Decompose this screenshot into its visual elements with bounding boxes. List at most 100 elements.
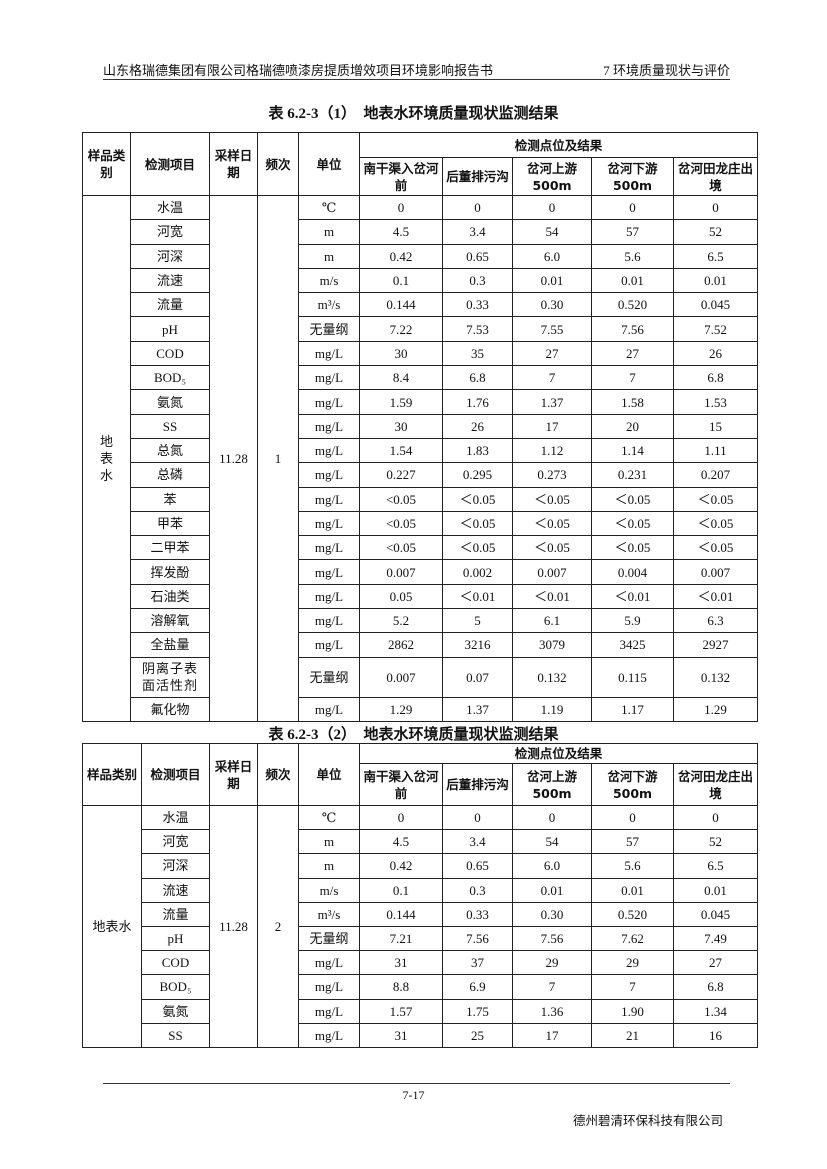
value-cell: 7.55 xyxy=(512,316,592,342)
value-cell: 21 xyxy=(591,1022,674,1048)
value-cell: 2862 xyxy=(359,632,443,658)
value-cell: 0 xyxy=(359,194,443,221)
value-cell: 6.9 xyxy=(442,974,513,1000)
value-cell: 26 xyxy=(442,413,513,439)
value-cell: 0.33 xyxy=(442,901,513,927)
item-cell: 总磷 xyxy=(130,462,210,488)
value-cell: 31 xyxy=(359,950,443,976)
unit-cell: mg/L xyxy=(298,632,360,658)
unit-cell: mg/L xyxy=(298,340,360,367)
value-cell: 35 xyxy=(442,340,513,367)
value-cell: 0.33 xyxy=(442,292,513,318)
value-cell: 7 xyxy=(591,974,674,1000)
monitoring-table-2: 样品类别 检测项目 采样日期 频次 单位 检测点位及结果 南干渠入岔河前 后董排污沟 岔河上游5… xyxy=(82,743,758,1048)
value-cell: 0.004 xyxy=(591,559,674,585)
unit-cell: mg/L xyxy=(298,608,360,634)
frequency-cell: 1 xyxy=(257,195,299,722)
table-row: 氟化物 mg/L 1.29 1.37 1.19 1.17 1.29 xyxy=(83,696,758,722)
unit-cell: mg/L xyxy=(298,462,360,488)
table-row: 溶解氧 mg/L 5.2 5 6.1 5.9 6.3 xyxy=(83,608,758,634)
table-row: 总磷 mg/L 0.227 0.295 0.273 0.231 0.207 xyxy=(83,462,758,488)
value-cell: 3.4 xyxy=(442,219,513,245)
unit-cell: m³/s xyxy=(298,901,360,927)
value-cell: 1.57 xyxy=(359,998,443,1024)
header-site: 岔河下游500m xyxy=(591,763,674,806)
value-cell: 0.42 xyxy=(359,243,443,269)
header-chapter: 7 环境质量现状与评价 xyxy=(603,63,730,78)
header-sample-type: 样品类别 xyxy=(82,132,131,196)
value-cell: 0.007 xyxy=(673,559,758,585)
value-cell: ＜0.05 xyxy=(673,486,758,512)
value-cell: 0.42 xyxy=(359,853,443,879)
item-cell: BOD₅ xyxy=(141,974,210,1000)
header-site: 南干渠入岔河前 xyxy=(359,157,443,196)
value-cell: 7.56 xyxy=(512,925,592,952)
unit-cell: mg/L xyxy=(298,1022,360,1048)
value-cell: 52 xyxy=(673,829,758,855)
value-cell: ＜0.05 xyxy=(591,510,674,537)
value-cell: 5 xyxy=(442,608,513,634)
value-cell: ＜0.01 xyxy=(591,583,674,610)
table-row: 流速 m/s 0.1 0.3 0.01 0.01 0.01 xyxy=(83,877,758,903)
item-cell: 阴离子表面活性剂 xyxy=(130,656,210,698)
value-cell: 27 xyxy=(673,950,758,976)
value-cell: 0.144 xyxy=(359,292,443,318)
value-cell: 2927 xyxy=(673,632,758,658)
value-cell: ＜0.05 xyxy=(591,535,674,561)
value-cell: 0.01 xyxy=(512,267,592,294)
table-row: 氨氮 mg/L 1.59 1.76 1.37 1.58 1.53 xyxy=(83,389,758,415)
value-cell: 0 xyxy=(512,804,592,831)
header-site: 后董排污沟 xyxy=(442,157,513,196)
value-cell: 7.56 xyxy=(442,925,513,952)
value-cell: 0.002 xyxy=(442,559,513,585)
value-cell: 0 xyxy=(442,194,513,221)
value-cell: 1.12 xyxy=(512,437,592,464)
value-cell: 1.19 xyxy=(512,696,592,722)
value-cell: ˂0.05 xyxy=(359,510,443,537)
value-cell: 0.007 xyxy=(512,559,592,585)
unit-cell: mg/L xyxy=(298,535,360,561)
value-cell: ＜0.05 xyxy=(442,486,513,512)
unit-cell: mg/L xyxy=(298,696,360,722)
value-cell: 5.9 xyxy=(591,608,674,634)
item-cell: 流量 xyxy=(141,901,210,927)
sample-type-cell: 地表水 xyxy=(82,805,142,1048)
value-cell: ＜0.01 xyxy=(512,583,592,610)
table-row: BOD₅ mg/L 8.4 6.8 7 7 6.8 xyxy=(83,365,758,391)
item-cell: 苯 xyxy=(130,486,210,512)
value-cell: 54 xyxy=(512,219,592,245)
value-cell: ＜0.05 xyxy=(673,535,758,561)
value-cell: 1.17 xyxy=(591,696,674,722)
item-cell: COD xyxy=(130,340,210,367)
value-cell: 0.65 xyxy=(442,853,513,879)
unit-cell: m xyxy=(298,243,360,269)
value-cell: 1.54 xyxy=(359,437,443,464)
item-cell: 河深 xyxy=(141,853,210,879)
unit-cell: mg/L xyxy=(298,365,360,391)
unit-cell: ℃ xyxy=(298,804,360,831)
header-unit: 单位 xyxy=(298,132,360,196)
item-cell: 挥发酚 xyxy=(130,559,210,585)
value-cell: 0.520 xyxy=(591,901,674,927)
unit-cell: mg/L xyxy=(298,413,360,439)
unit-cell: mg/L xyxy=(298,998,360,1024)
value-cell: 57 xyxy=(591,219,674,245)
unit-cell: 无量纲 xyxy=(298,656,360,698)
value-cell: 3216 xyxy=(442,632,513,658)
header-site: 岔河下游500m xyxy=(591,157,674,196)
page-number: 7-17 xyxy=(402,1088,425,1102)
value-cell: 1.90 xyxy=(591,998,674,1024)
value-cell: 1.53 xyxy=(673,389,758,415)
table-row: 流量 m³/s 0.144 0.33 0.30 0.520 0.045 xyxy=(83,901,758,927)
value-cell: 0.07 xyxy=(442,656,513,698)
value-cell: 57 xyxy=(591,829,674,855)
value-cell: 17 xyxy=(512,1022,592,1048)
table-row: pH 无量纲 7.22 7.53 7.55 7.56 7.52 xyxy=(83,316,758,342)
value-cell: 0 xyxy=(591,194,674,221)
value-cell: 29 xyxy=(512,950,592,976)
value-cell: 7.22 xyxy=(359,316,443,342)
header-item: 检测项目 xyxy=(141,743,210,806)
table-row: SS mg/L 30 26 17 20 15 xyxy=(83,413,758,439)
table-1-title: 表 6.2-3（1） 地表水环境质量现状监测结果 xyxy=(268,106,559,122)
value-cell: 0.144 xyxy=(359,901,443,927)
